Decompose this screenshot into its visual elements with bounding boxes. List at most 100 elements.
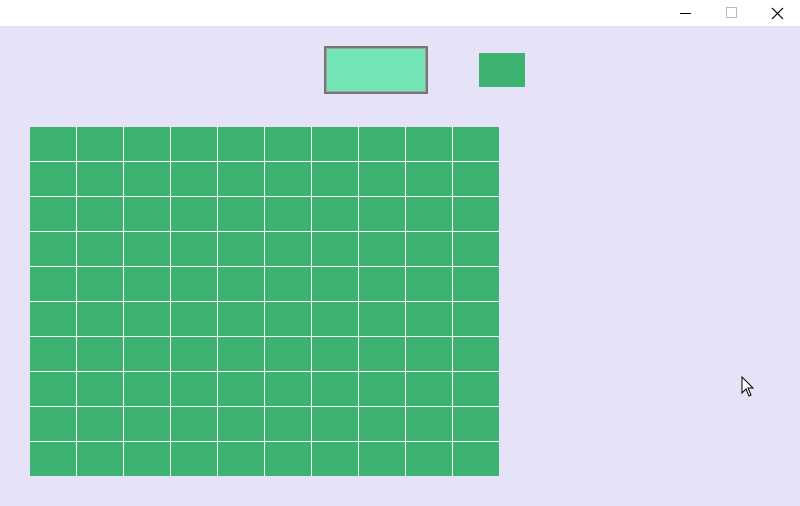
grid-cell[interactable] (124, 407, 170, 441)
grid-cell[interactable] (218, 372, 264, 406)
grid-cell[interactable] (312, 442, 358, 476)
grid-cell[interactable] (124, 337, 170, 371)
grid-cell[interactable] (218, 197, 264, 231)
button[interactable] (324, 46, 428, 94)
grid-cell[interactable] (171, 162, 217, 196)
close-button[interactable] (754, 0, 800, 26)
grid-cell[interactable] (453, 372, 499, 406)
grid-cell[interactable] (30, 197, 76, 231)
grid-cell[interactable] (218, 337, 264, 371)
grid-cell[interactable] (406, 197, 452, 231)
minimize-button[interactable] (662, 0, 708, 26)
grid-cell[interactable] (124, 372, 170, 406)
grid-cell[interactable] (77, 127, 123, 161)
grid-cell[interactable] (359, 337, 405, 371)
grid-cell[interactable] (312, 372, 358, 406)
grid-cell[interactable] (171, 442, 217, 476)
grid-cell[interactable] (124, 197, 170, 231)
grid-cell[interactable] (453, 337, 499, 371)
maximize-button[interactable] (708, 0, 754, 26)
grid-cell[interactable] (218, 162, 264, 196)
grid-cell[interactable] (265, 372, 311, 406)
grid-cell[interactable] (218, 127, 264, 161)
grid-cell[interactable] (77, 407, 123, 441)
grid-cell[interactable] (218, 232, 264, 266)
grid-cell[interactable] (171, 267, 217, 301)
grid-cell[interactable] (265, 407, 311, 441)
grid-cell[interactable] (406, 407, 452, 441)
grid-cell[interactable] (30, 407, 76, 441)
grid-cell[interactable] (30, 372, 76, 406)
grid-cell[interactable] (265, 162, 311, 196)
grid-cell[interactable] (406, 162, 452, 196)
grid-cell[interactable] (406, 372, 452, 406)
grid-cell[interactable] (359, 372, 405, 406)
grid-cell[interactable] (359, 232, 405, 266)
grid-cell[interactable] (453, 267, 499, 301)
grid-cell[interactable] (77, 232, 123, 266)
grid-cell[interactable] (406, 442, 452, 476)
grid-cell[interactable] (171, 197, 217, 231)
grid-cell[interactable] (312, 197, 358, 231)
grid-cell[interactable] (124, 267, 170, 301)
grid-cell[interactable] (265, 127, 311, 161)
grid-cell[interactable] (265, 442, 311, 476)
grid-cell[interactable] (453, 162, 499, 196)
grid-cell[interactable] (453, 442, 499, 476)
grid-cell[interactable] (312, 162, 358, 196)
grid-cell[interactable] (77, 372, 123, 406)
grid-cell[interactable] (406, 337, 452, 371)
grid-cell[interactable] (312, 302, 358, 336)
grid-cell[interactable] (359, 162, 405, 196)
grid-cell[interactable] (406, 267, 452, 301)
grid-cell[interactable] (453, 302, 499, 336)
grid-cell[interactable] (77, 267, 123, 301)
grid-cell[interactable] (124, 442, 170, 476)
grid-cell[interactable] (453, 407, 499, 441)
grid-cell[interactable] (453, 232, 499, 266)
grid-cell[interactable] (265, 197, 311, 231)
grid-cell[interactable] (218, 407, 264, 441)
grid-cell[interactable] (77, 197, 123, 231)
grid-cell[interactable] (265, 267, 311, 301)
grid-cell[interactable] (312, 127, 358, 161)
grid-cell[interactable] (218, 302, 264, 336)
grid-cell[interactable] (359, 267, 405, 301)
grid-cell[interactable] (359, 442, 405, 476)
grid-cell[interactable] (312, 267, 358, 301)
grid-cell[interactable] (218, 267, 264, 301)
grid-cell[interactable] (30, 442, 76, 476)
grid-cell[interactable] (453, 127, 499, 161)
grid-cell[interactable] (406, 232, 452, 266)
grid-cell[interactable] (406, 127, 452, 161)
grid-cell[interactable] (124, 162, 170, 196)
square-button[interactable] (479, 53, 525, 87)
grid-cell[interactable] (30, 337, 76, 371)
grid-cell[interactable] (218, 442, 264, 476)
grid-cell[interactable] (171, 232, 217, 266)
grid-cell[interactable] (77, 302, 123, 336)
grid-cell[interactable] (312, 337, 358, 371)
grid-cell[interactable] (124, 127, 170, 161)
grid-cell[interactable] (124, 232, 170, 266)
grid-cell[interactable] (77, 162, 123, 196)
grid-cell[interactable] (265, 302, 311, 336)
grid-cell[interactable] (265, 337, 311, 371)
grid-cell[interactable] (30, 162, 76, 196)
grid-cell[interactable] (171, 372, 217, 406)
grid-cell[interactable] (359, 302, 405, 336)
grid-cell[interactable] (30, 302, 76, 336)
grid-cell[interactable] (77, 442, 123, 476)
grid-cell[interactable] (171, 407, 217, 441)
grid-cell[interactable] (453, 197, 499, 231)
grid-cell[interactable] (30, 232, 76, 266)
grid-cell[interactable] (359, 197, 405, 231)
grid-cell[interactable] (30, 267, 76, 301)
grid-cell[interactable] (359, 127, 405, 161)
grid-cell[interactable] (77, 337, 123, 371)
grid-cell[interactable] (406, 302, 452, 336)
grid-cell[interactable] (312, 232, 358, 266)
grid-cell[interactable] (30, 127, 76, 161)
grid-cell[interactable] (171, 302, 217, 336)
grid-cell[interactable] (171, 127, 217, 161)
